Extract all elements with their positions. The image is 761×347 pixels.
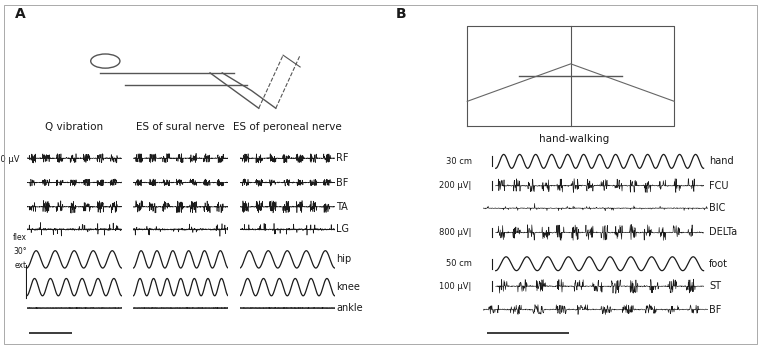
Text: ES of sural nerve: ES of sural nerve [136, 122, 225, 132]
Text: Q vibration: Q vibration [45, 122, 103, 132]
Text: flex: flex [13, 233, 27, 242]
Text: knee: knee [336, 282, 360, 292]
Text: 100 μV: 100 μV [0, 155, 20, 164]
Text: hip: hip [336, 254, 352, 264]
Text: TA: TA [336, 202, 348, 212]
Text: LG: LG [336, 225, 349, 234]
Text: BF: BF [709, 305, 721, 314]
Text: B: B [396, 7, 406, 21]
Text: ST: ST [709, 281, 721, 291]
Text: A: A [15, 7, 26, 21]
Text: 200 μV|: 200 μV| [439, 181, 472, 190]
Text: 30 cm: 30 cm [446, 157, 472, 166]
Text: ankle: ankle [336, 303, 363, 313]
Text: BIC: BIC [709, 203, 726, 213]
Text: ext: ext [14, 261, 27, 270]
Text: RF: RF [336, 153, 349, 163]
Text: foot: foot [709, 259, 728, 269]
Text: hand: hand [709, 156, 734, 166]
Text: 800 μV|: 800 μV| [439, 228, 472, 237]
Text: 100 μV|: 100 μV| [439, 282, 472, 291]
Text: hand-walking: hand-walking [540, 134, 610, 144]
Text: 50 cm: 50 cm [446, 259, 472, 268]
Text: ES of peroneal nerve: ES of peroneal nerve [233, 122, 342, 132]
Text: FCU: FCU [709, 181, 729, 191]
Text: 30°: 30° [13, 247, 27, 255]
Text: BF: BF [336, 178, 349, 187]
Text: DELTa: DELTa [709, 228, 737, 237]
